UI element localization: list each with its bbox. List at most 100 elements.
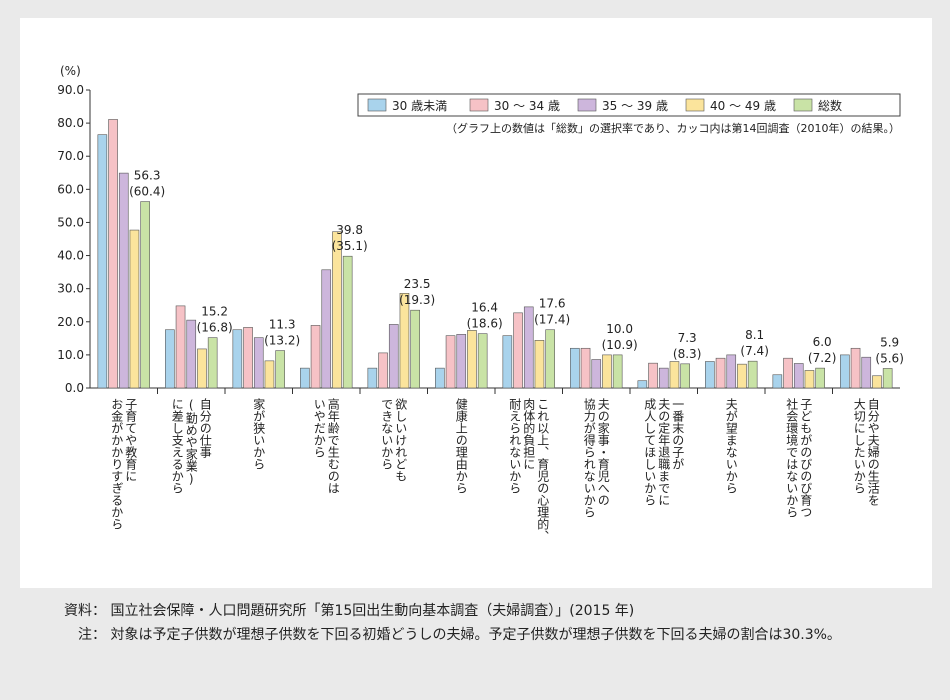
bar	[232, 329, 243, 389]
category-label: 夫の家事・育児への	[596, 398, 610, 506]
bar	[108, 119, 118, 389]
bar	[275, 350, 285, 389]
bar	[332, 231, 342, 389]
bar	[804, 370, 815, 389]
bar	[467, 330, 477, 389]
data-label-previous: (7.2)	[808, 351, 836, 365]
bar	[545, 329, 555, 389]
data-label-previous: (60.4)	[129, 185, 165, 199]
category-label: 大切にしたいから	[852, 398, 866, 494]
category-label: 一番末の子が	[671, 398, 685, 470]
category-label: 耐えられないから	[508, 398, 522, 494]
y-tick-label: 40.0	[57, 249, 84, 263]
source-text: 国立社会保障・人口問題研究所「第15回出生動向基本調査（夫婦調査）」(2015 …	[110, 603, 635, 619]
data-label: 23.5	[404, 277, 431, 291]
y-tick-label: 60.0	[57, 182, 84, 196]
data-label: 16.4	[471, 301, 498, 315]
category-label: できないから	[380, 398, 394, 470]
bar	[513, 312, 523, 389]
y-tick-label: 10.0	[57, 348, 84, 362]
bar	[737, 363, 747, 389]
bar	[850, 347, 861, 389]
y-tick-label: 80.0	[57, 116, 84, 130]
category-label: 社会環境ではないから	[785, 397, 799, 518]
data-label-previous: (35.1)	[332, 239, 368, 253]
legend-box	[357, 93, 901, 117]
bar	[378, 352, 388, 389]
y-tick-label: 90.0	[57, 83, 84, 97]
bar	[410, 309, 420, 389]
category-label: 協力が得られないから	[582, 397, 596, 518]
bar	[793, 363, 804, 389]
data-label: 10.0	[606, 322, 633, 336]
note-label: 注：	[78, 627, 106, 643]
bar	[435, 367, 445, 389]
source-line: 資料： 国立社会保障・人口問題研究所「第15回出生動向基本調査（夫婦調査）」(2…	[38, 600, 634, 622]
note-line: 注： 対象は予定子供数が理想子供数を下回る初婚どうしの夫婦。予定子供数が理想子供…	[38, 624, 928, 646]
bar	[445, 335, 456, 389]
bar	[243, 327, 253, 389]
category-label: お金がかかりすぎるから	[110, 398, 124, 530]
legend-label: 35 ～ 39 歳	[602, 99, 668, 113]
bar	[637, 380, 648, 389]
y-tick-label: 50.0	[57, 215, 84, 229]
bar	[523, 306, 534, 389]
bar	[602, 354, 612, 389]
data-label-previous: (5.6)	[875, 351, 903, 365]
legend-swatch	[469, 98, 489, 112]
data-label-previous: (13.2)	[264, 334, 300, 348]
bar	[165, 329, 175, 389]
bar	[129, 229, 140, 389]
bar	[680, 363, 690, 389]
data-label: 6.0	[813, 335, 832, 349]
data-label-previous: (8.3)	[673, 347, 701, 361]
bar	[342, 255, 353, 389]
bar	[175, 305, 186, 389]
bar	[783, 357, 793, 389]
bar	[399, 293, 410, 389]
data-label: 8.1	[745, 328, 764, 342]
y-tick-label: 0.0	[65, 381, 84, 395]
legend-note: （グラフ上の数値は「総数」の選択率であり、カッコ内は第14回調査（2010年）の…	[446, 121, 900, 135]
bar	[840, 354, 850, 389]
bar	[264, 360, 275, 389]
bar-chart: (%) 0.0 10.0 20.0 30.0 40.0 50.0 60.0 70.0 80.0 90…	[57, 64, 904, 542]
bar	[321, 269, 332, 389]
bar	[872, 375, 882, 389]
bar	[882, 368, 893, 389]
data-label-previous: (18.6)	[467, 317, 503, 331]
source-label: 資料：	[64, 603, 106, 619]
data-label-previous: (19.3)	[399, 293, 435, 307]
data-label-previous: (16.8)	[197, 321, 233, 335]
bar	[648, 362, 658, 389]
bar	[207, 337, 218, 389]
category-label: 家が狭いから	[252, 397, 266, 470]
bar	[197, 348, 207, 389]
data-label: 11.3	[269, 318, 296, 332]
bar	[705, 361, 715, 389]
bar	[140, 201, 150, 389]
bar	[591, 359, 602, 389]
bar	[388, 324, 399, 389]
category-label: これ以上、育児の心理的、	[536, 398, 550, 542]
bar	[456, 334, 467, 389]
bar	[97, 134, 108, 389]
y-tick-label: 20.0	[57, 315, 84, 329]
bar	[715, 357, 726, 389]
bar	[669, 361, 680, 389]
category-label: いやだから	[312, 398, 326, 458]
legend-swatch	[577, 98, 597, 112]
y-tick-label: 70.0	[57, 149, 84, 163]
category-label: 子育てや教育に	[124, 398, 138, 482]
data-label: 56.3	[134, 169, 161, 183]
legend-swatch	[685, 98, 705, 112]
legend-label: 40 ～ 49 歳	[710, 99, 776, 113]
bar	[300, 367, 310, 389]
bar	[658, 367, 669, 389]
bar	[118, 172, 129, 389]
category-label: 肉体的負担に	[522, 398, 536, 470]
bar	[570, 347, 580, 389]
bar	[502, 335, 513, 389]
bar	[534, 340, 545, 389]
y-unit-label: (%)	[60, 64, 81, 78]
